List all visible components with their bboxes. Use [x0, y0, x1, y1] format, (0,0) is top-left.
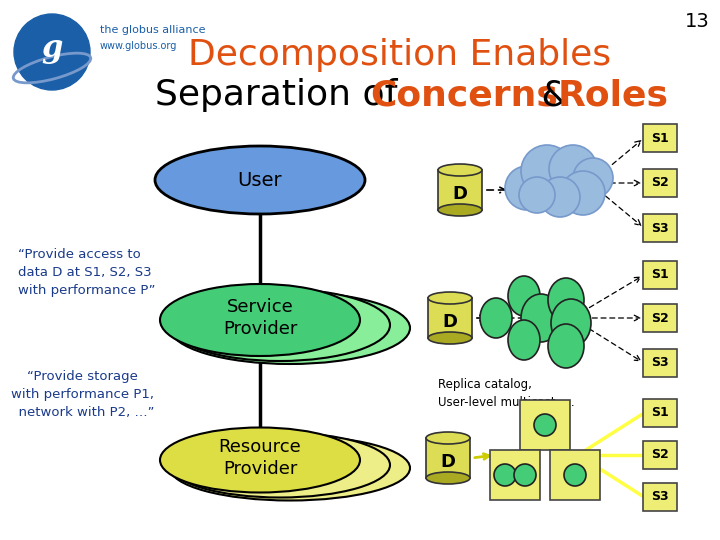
- Text: D: D: [443, 313, 457, 331]
- Bar: [438, 170, 482, 210]
- Circle shape: [549, 145, 597, 193]
- Ellipse shape: [438, 204, 482, 216]
- FancyBboxPatch shape: [643, 169, 677, 197]
- Text: &: &: [530, 78, 581, 112]
- Text: Decomposition Enables: Decomposition Enables: [189, 38, 611, 72]
- FancyBboxPatch shape: [643, 483, 677, 511]
- Ellipse shape: [160, 284, 360, 356]
- Text: “Provide storage
with performance P1,
  network with P2, …”: “Provide storage with performance P1, ne…: [10, 370, 155, 419]
- Ellipse shape: [170, 289, 390, 361]
- Ellipse shape: [170, 433, 390, 497]
- Ellipse shape: [428, 332, 472, 344]
- Text: S3: S3: [651, 221, 669, 234]
- Text: S1: S1: [651, 407, 669, 420]
- Ellipse shape: [480, 298, 512, 338]
- FancyBboxPatch shape: [550, 450, 600, 500]
- Circle shape: [573, 158, 613, 198]
- FancyBboxPatch shape: [643, 304, 677, 332]
- Bar: [428, 298, 472, 338]
- Ellipse shape: [494, 464, 516, 486]
- Circle shape: [540, 177, 580, 217]
- Ellipse shape: [160, 428, 360, 492]
- Text: Roles: Roles: [558, 78, 669, 112]
- Text: “Provide access to
data D at S1, S2, S3
with performance P”: “Provide access to data D at S1, S2, S3 …: [18, 248, 156, 297]
- Ellipse shape: [155, 146, 365, 214]
- FancyBboxPatch shape: [520, 400, 570, 450]
- Ellipse shape: [170, 435, 410, 501]
- Text: S1: S1: [651, 268, 669, 281]
- Text: S3: S3: [651, 356, 669, 369]
- Circle shape: [521, 145, 573, 197]
- Ellipse shape: [426, 472, 470, 484]
- FancyBboxPatch shape: [643, 214, 677, 242]
- FancyBboxPatch shape: [643, 349, 677, 377]
- Text: Service
Provider: Service Provider: [222, 298, 297, 338]
- Ellipse shape: [438, 164, 482, 176]
- Text: S1: S1: [651, 132, 669, 145]
- Text: the globus alliance: the globus alliance: [100, 25, 205, 35]
- Text: Replica catalog,
User-level multicast, …: Replica catalog, User-level multicast, …: [438, 378, 575, 409]
- Text: www.globus.org: www.globus.org: [100, 41, 177, 51]
- Text: Separation of: Separation of: [155, 78, 409, 112]
- Circle shape: [561, 171, 605, 215]
- Text: 13: 13: [685, 12, 710, 31]
- Ellipse shape: [514, 464, 536, 486]
- Text: D: D: [441, 453, 456, 471]
- Text: g: g: [41, 32, 63, 64]
- Circle shape: [14, 14, 90, 90]
- Ellipse shape: [428, 292, 472, 304]
- Text: S2: S2: [651, 177, 669, 190]
- Ellipse shape: [534, 414, 556, 436]
- Ellipse shape: [170, 292, 410, 364]
- Text: S2: S2: [651, 449, 669, 462]
- FancyBboxPatch shape: [490, 450, 540, 500]
- Ellipse shape: [426, 432, 470, 444]
- Circle shape: [519, 177, 555, 213]
- FancyBboxPatch shape: [643, 124, 677, 152]
- Ellipse shape: [508, 320, 540, 360]
- Ellipse shape: [564, 464, 586, 486]
- FancyBboxPatch shape: [643, 261, 677, 289]
- Text: S2: S2: [651, 312, 669, 325]
- Text: User: User: [238, 171, 282, 190]
- Text: Concerns: Concerns: [370, 78, 558, 112]
- FancyBboxPatch shape: [643, 441, 677, 469]
- Ellipse shape: [548, 278, 584, 322]
- Text: D: D: [452, 185, 467, 203]
- Ellipse shape: [508, 276, 540, 316]
- Text: Resource
Provider: Resource Provider: [219, 438, 302, 478]
- Ellipse shape: [551, 299, 591, 347]
- Bar: [426, 438, 470, 478]
- FancyBboxPatch shape: [643, 399, 677, 427]
- Circle shape: [505, 166, 549, 210]
- Ellipse shape: [521, 294, 561, 342]
- Text: S3: S3: [651, 490, 669, 503]
- Ellipse shape: [548, 324, 584, 368]
